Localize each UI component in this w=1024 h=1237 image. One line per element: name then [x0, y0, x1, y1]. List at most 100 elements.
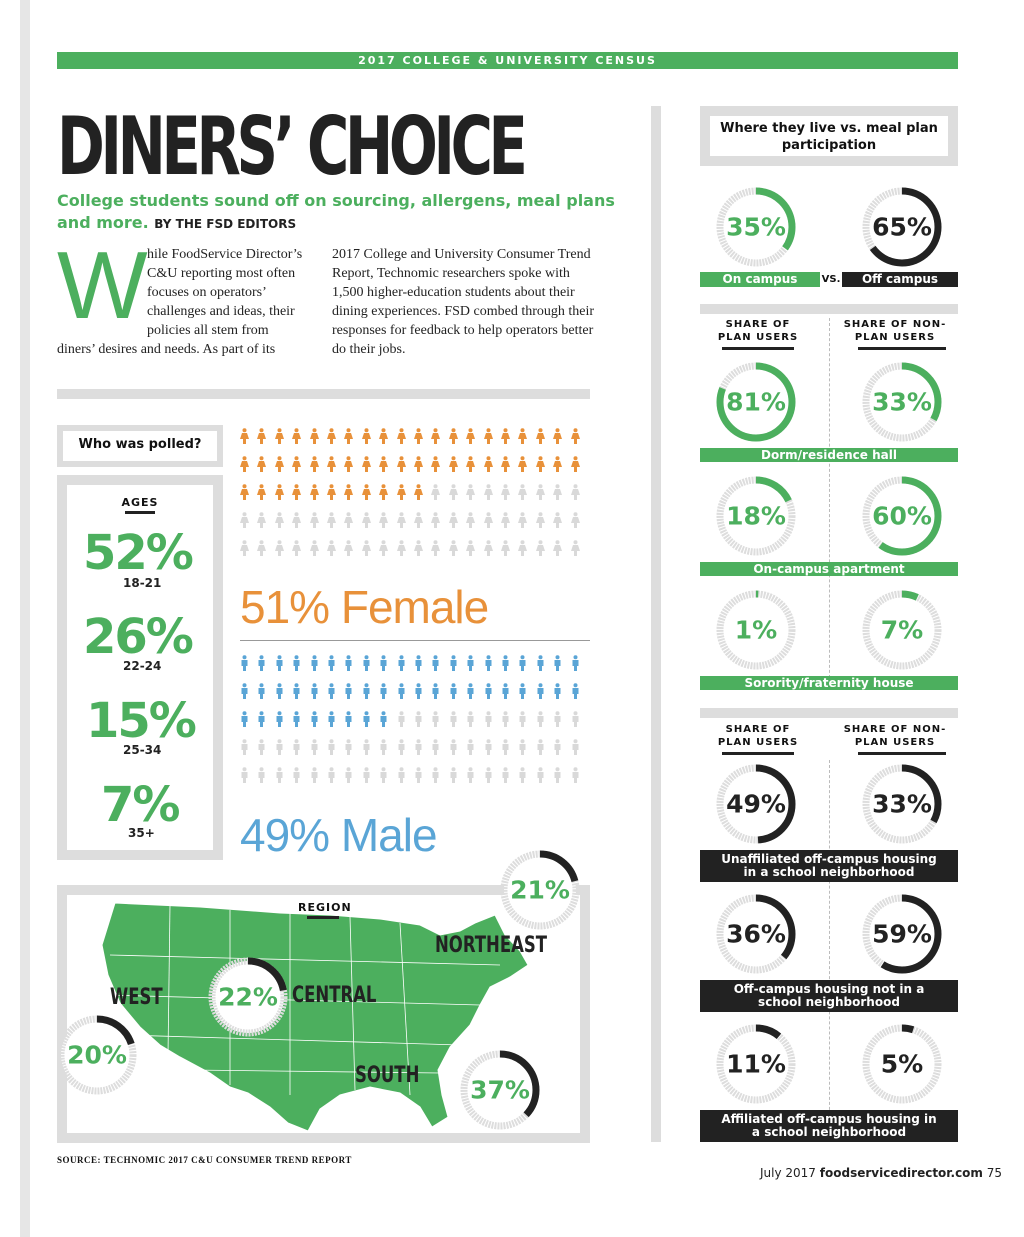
female-person-icon: [570, 428, 580, 444]
male-person-icon: [431, 739, 440, 755]
male-person-icon: [327, 655, 336, 671]
region-northeast-value: 21%: [510, 875, 570, 905]
off-campus: 65%: [860, 185, 944, 269]
live-heading: Where they live vs. meal plan participat…: [720, 121, 938, 153]
male-person-figure: [432, 711, 439, 727]
male-person-figure: [293, 711, 300, 727]
female-person-icon: [483, 456, 493, 472]
off-type-plan-2-value: 36%: [726, 919, 786, 949]
female-person-figure: [274, 512, 284, 528]
off-type-plan-1-value: 49%: [726, 789, 786, 819]
male-person-figure: [311, 655, 318, 671]
male-person-icon: [571, 711, 580, 727]
male-person-icon: [501, 655, 510, 671]
male-person-icon: [292, 655, 301, 671]
female-person-figure: [448, 484, 458, 500]
female-person-icon: [292, 540, 302, 556]
female-person-icon: [396, 484, 406, 500]
vs-label: VS.: [821, 274, 841, 285]
female-person-figure: [274, 456, 284, 472]
male-person-figure: [398, 767, 405, 783]
female-person-icon: [274, 512, 284, 528]
female-person-figure: [361, 456, 371, 472]
female-person-figure: [518, 484, 528, 500]
female-person-figure: [274, 428, 284, 444]
male-person-icon: [397, 683, 406, 699]
region-central-arc: [208, 957, 288, 1037]
footer-site: foodservicedirector.com: [819, 1166, 983, 1180]
female-person-icon: [570, 456, 580, 472]
right-divider-2: [700, 708, 958, 718]
female-person-icon: [414, 540, 423, 556]
on-type-plan-2: 18%: [714, 474, 798, 558]
male-person-icon: [240, 711, 249, 727]
male-person-figure: [554, 739, 561, 755]
female-person-icon: [274, 428, 284, 444]
male-person-icon: [292, 711, 301, 727]
female-person-icon: [361, 456, 371, 472]
off-type-label-3: Affiliated off-campus housing in a schoo…: [700, 1110, 958, 1142]
gender-divider: [240, 640, 590, 641]
age-range-2: 22-24: [123, 659, 162, 673]
male-person-figure: [432, 767, 439, 783]
female-person-icon: [570, 512, 580, 528]
female-person-icon: [257, 512, 267, 528]
age-range-1: 18-21: [123, 576, 162, 590]
male-person-icon: [362, 739, 371, 755]
male-person-figure: [572, 739, 579, 755]
section-banner: 2017 COLLEGE & UNIVERSITY CENSUS: [57, 52, 958, 69]
female-person-figure: [309, 428, 319, 444]
male-person-icon: [310, 683, 319, 699]
female-person-icon: [518, 512, 528, 528]
female-person-figure: [466, 540, 476, 556]
female-person-icon: [431, 540, 441, 556]
section-divider: [57, 389, 590, 399]
nonplan-head-line-1: [858, 347, 946, 350]
female-person-icon: [257, 540, 267, 556]
nonplan-head-1: SHARE OF NON-PLAN USERS: [843, 319, 947, 343]
on-type-label-2: On-campus apartment: [700, 562, 958, 576]
male-person-figure: [537, 711, 544, 727]
female-person-icon: [431, 456, 441, 472]
nonplan-head-line-2: [858, 752, 946, 755]
column-divider: [651, 106, 661, 1142]
off-type-nonplan-3-ring: [862, 1024, 942, 1104]
male-person-icon: [327, 683, 336, 699]
male-person-figure: [311, 683, 318, 699]
off-type-nonplan-2-arc: [862, 894, 942, 974]
on-type-label-3: Sorority/fraternity house: [700, 676, 958, 690]
female-person-figure: [483, 540, 493, 556]
male-person-icon: [501, 711, 510, 727]
on-type-nonplan-2-arc: [862, 476, 942, 556]
male-person-icon: [449, 739, 458, 755]
female-person-figure: [518, 512, 528, 528]
male-person-figure: [485, 739, 492, 755]
female-person-figure: [361, 540, 371, 556]
female-person-icon: [448, 456, 458, 472]
off-type-plan-3-value: 11%: [726, 1049, 786, 1079]
female-person-figure: [344, 484, 354, 500]
female-person-icon: [327, 512, 336, 528]
male-person-icon: [466, 683, 475, 699]
male-person-icon: [327, 711, 336, 727]
female-person-figure: [292, 484, 302, 500]
female-person-figure: [396, 540, 406, 556]
off-campus-bar: Off campus: [842, 272, 958, 287]
region-ring-south: 37%: [458, 1048, 542, 1132]
female-person-icon: [396, 540, 406, 556]
male-person-icon: [484, 683, 493, 699]
live-heading-frame: [700, 106, 958, 166]
on-type-nonplan-1-arc: [862, 362, 942, 442]
male-person-figure: [363, 767, 370, 783]
male-person-icon: [344, 683, 353, 699]
page-title: DINERS’ CHOICE: [57, 100, 528, 193]
female-person-figure: [396, 512, 406, 528]
male-person-icon: [275, 767, 284, 783]
female-person-figure: [518, 540, 528, 556]
female-person-figure: [240, 484, 249, 500]
on-type-plan-3-ring: [716, 590, 796, 670]
male-person-icon: [379, 655, 388, 671]
female-person-figure: [431, 428, 441, 444]
male-person-figure: [311, 739, 318, 755]
male-person-icon: [449, 767, 458, 783]
